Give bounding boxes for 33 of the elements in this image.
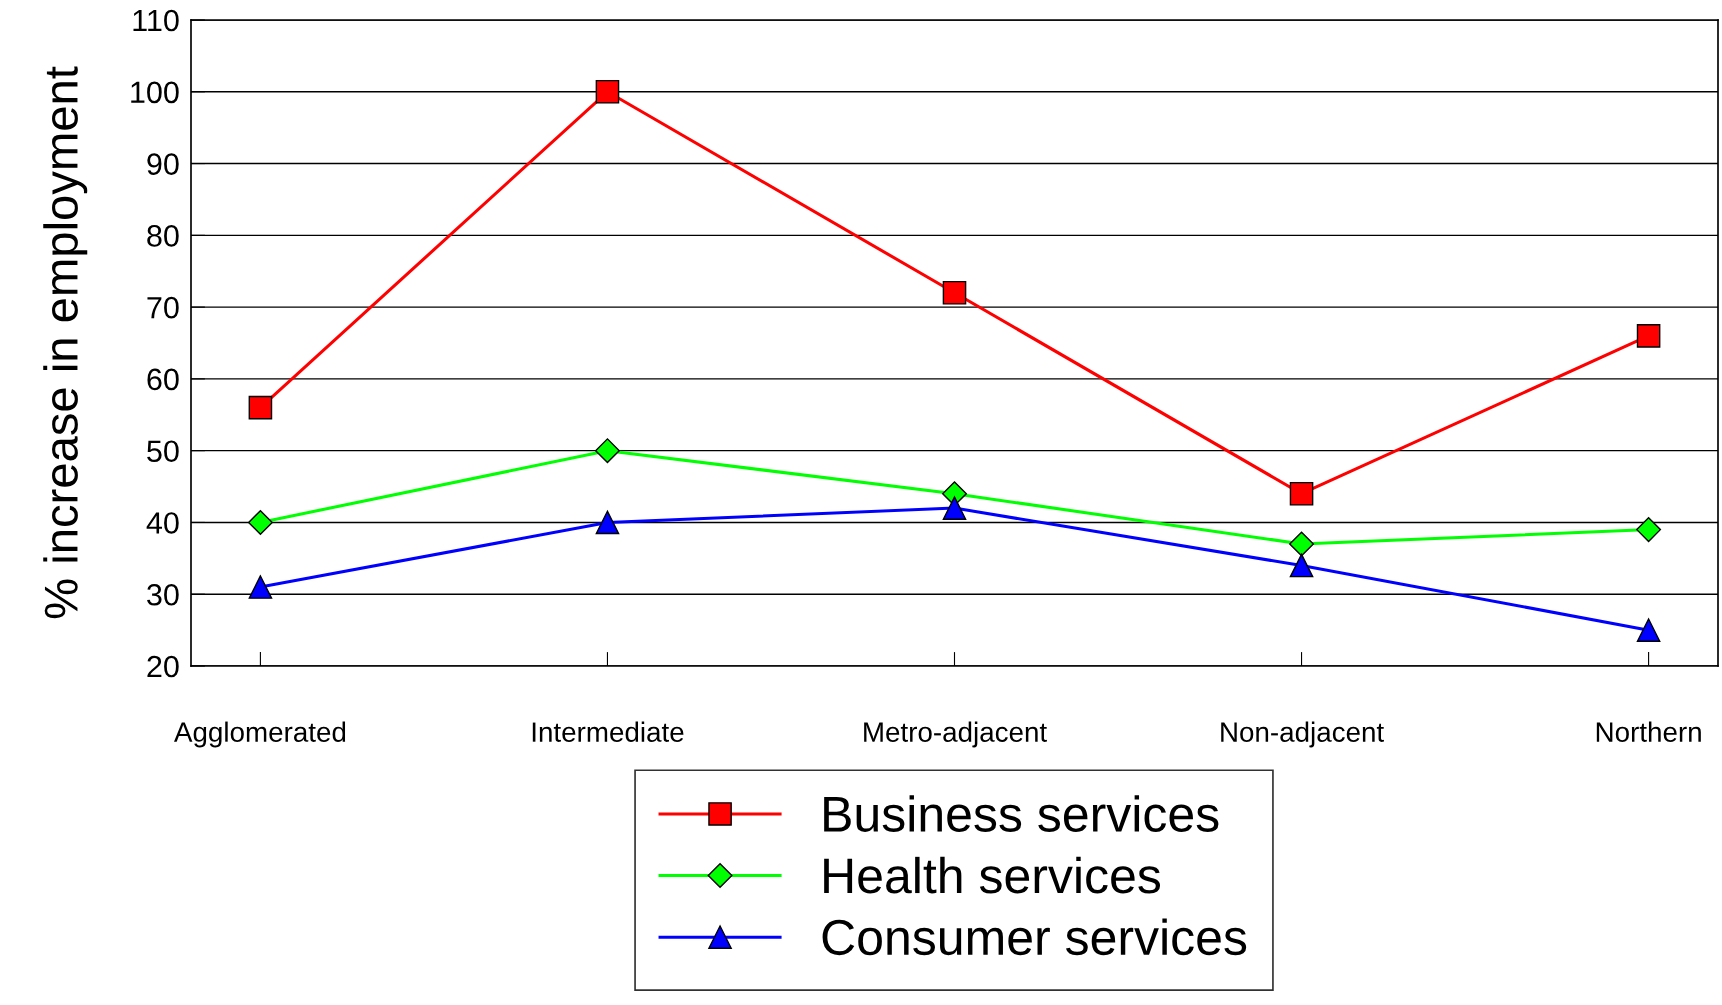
point	[594, 438, 620, 464]
point	[1636, 324, 1661, 348]
y-axis-title: % increase in employment	[43, 66, 88, 619]
y-tick-label: 80	[147, 225, 179, 247]
legend-label: Consumer services	[822, 918, 1247, 956]
x-tick-label: Non-adjacent	[1221, 721, 1384, 748]
x-tick-label: Agglomerated	[174, 721, 346, 748]
point	[1289, 531, 1315, 557]
point	[1636, 517, 1662, 543]
point	[247, 509, 273, 535]
point	[1636, 618, 1661, 642]
y-tick-label: 90	[147, 153, 179, 175]
point	[595, 510, 620, 535]
x-tick-label: Metro-adjacent	[864, 721, 1047, 748]
y-tick-label: 110	[133, 9, 179, 32]
y-tick-label: 30	[147, 583, 179, 606]
y-tick-label: 50	[147, 440, 179, 463]
y-tick-label: 60	[147, 368, 179, 391]
y-tick-label: 70	[147, 296, 179, 319]
x-tick-label: Northern	[1596, 721, 1701, 742]
y-tick-label: 100	[131, 81, 179, 104]
point	[248, 575, 273, 599]
legend-label: Health services	[824, 856, 1161, 894]
legend-label: Business services	[824, 795, 1219, 832]
point	[942, 280, 967, 305]
x-tick-label: Intermediate	[532, 721, 684, 742]
point	[1289, 553, 1314, 578]
point	[595, 79, 620, 104]
point	[248, 395, 273, 420]
point	[942, 496, 967, 520]
y-tick-label: 20	[147, 655, 179, 678]
point	[1289, 481, 1314, 506]
y-tick-label: 40	[146, 512, 179, 534]
